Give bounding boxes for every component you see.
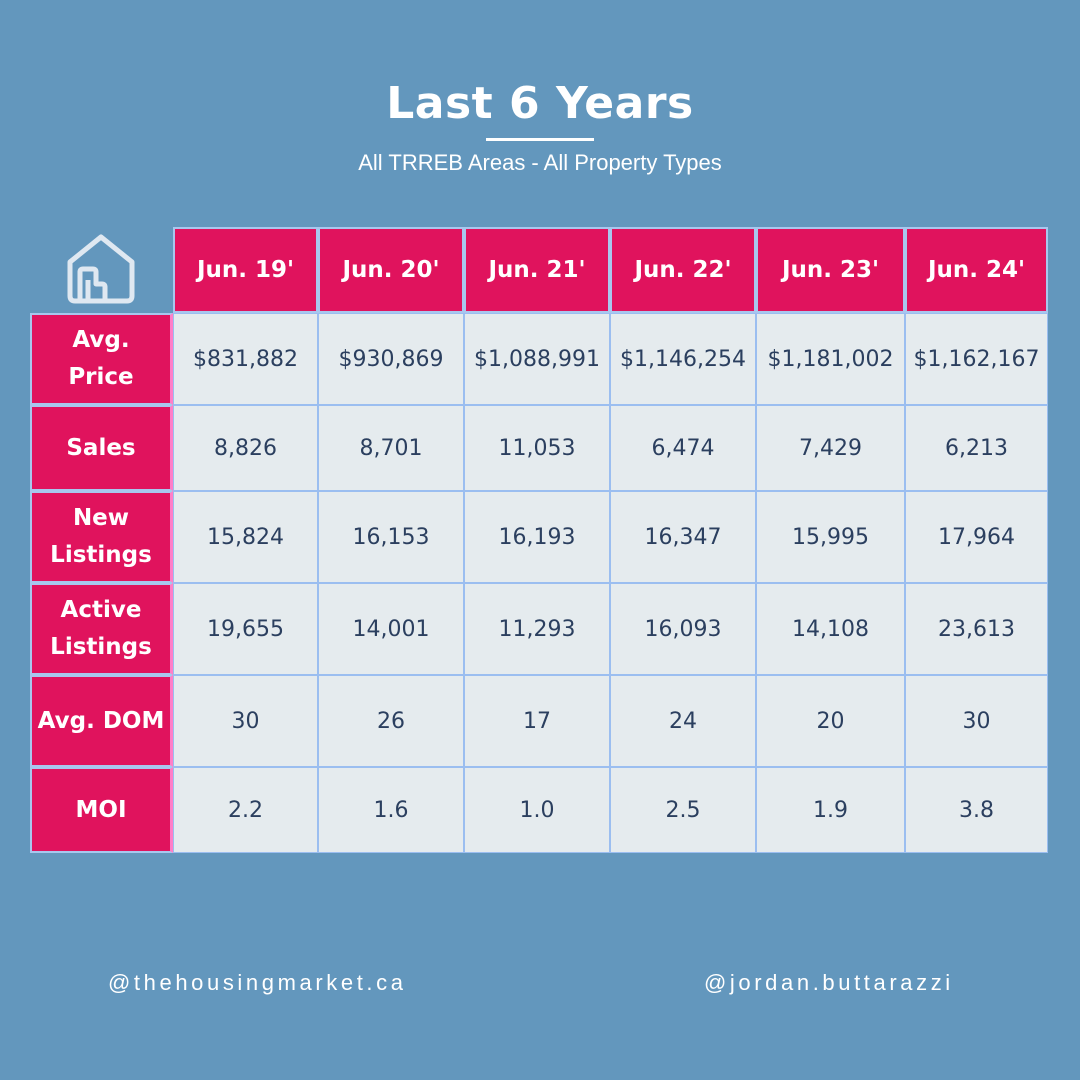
row-header: New Listings [30,491,173,583]
row-header: Active Listings [30,583,173,675]
table-cell: 1.9 [756,767,905,853]
table-cell: $930,869 [318,313,464,405]
table-cell: 1.0 [464,767,610,853]
table-cell: 30 [905,675,1048,767]
column-header: Jun. 22' [610,227,756,313]
table-cell: 16,093 [610,583,756,675]
table-cell: 7,429 [756,405,905,491]
column-header: Jun. 21' [464,227,610,313]
table-cell: 8,701 [318,405,464,491]
table-cell: 16,347 [610,491,756,583]
table-cell: 15,995 [756,491,905,583]
table-corner [30,227,173,313]
table-cell: 20 [756,675,905,767]
table-cell: 11,053 [464,405,610,491]
data-table: Jun. 19' Jun. 20' Jun. 21' Jun. 22' Jun.… [30,227,1048,853]
table-cell: 3.8 [905,767,1048,853]
column-header: Jun. 19' [173,227,318,313]
column-header: Jun. 20' [318,227,464,313]
table-cell: 17,964 [905,491,1048,583]
table-cell: 2.5 [610,767,756,853]
table-cell: 1.6 [318,767,464,853]
table-cell: 16,153 [318,491,464,583]
table-cell: 17 [464,675,610,767]
table-cell: 11,293 [464,583,610,675]
table-cell: 14,108 [756,583,905,675]
table-cell: $831,882 [173,313,318,405]
table-cell: 8,826 [173,405,318,491]
table-cell: 26 [318,675,464,767]
table-cell: $1,162,167 [905,313,1048,405]
column-header: Jun. 23' [756,227,905,313]
page-title: Last 6 Years [386,78,694,129]
website-handle: @thehousingmarket.ca [108,970,407,995]
table-cell: 30 [173,675,318,767]
table-cell: 16,193 [464,491,610,583]
social-handle: @jordan.buttarazzi [704,970,954,995]
column-header: Jun. 24' [905,227,1048,313]
title-underline [486,138,594,141]
table-cell: 24 [610,675,756,767]
table-cell: 15,824 [173,491,318,583]
table-cell: 2.2 [173,767,318,853]
page-subtitle: All TRREB Areas - All Property Types [358,150,722,175]
table-cell: $1,181,002 [756,313,905,405]
table-cell: 19,655 [173,583,318,675]
row-header: MOI [30,767,173,853]
table-cell: $1,146,254 [610,313,756,405]
table-cell: 14,001 [318,583,464,675]
row-header: Sales [30,405,173,491]
table-cell: 23,613 [905,583,1048,675]
row-header: Avg. Price [30,313,173,405]
table-cell: 6,213 [905,405,1048,491]
row-header: Avg. DOM [30,675,173,767]
house-icon [67,234,135,304]
table-cell: 6,474 [610,405,756,491]
table-cell: $1,088,991 [464,313,610,405]
